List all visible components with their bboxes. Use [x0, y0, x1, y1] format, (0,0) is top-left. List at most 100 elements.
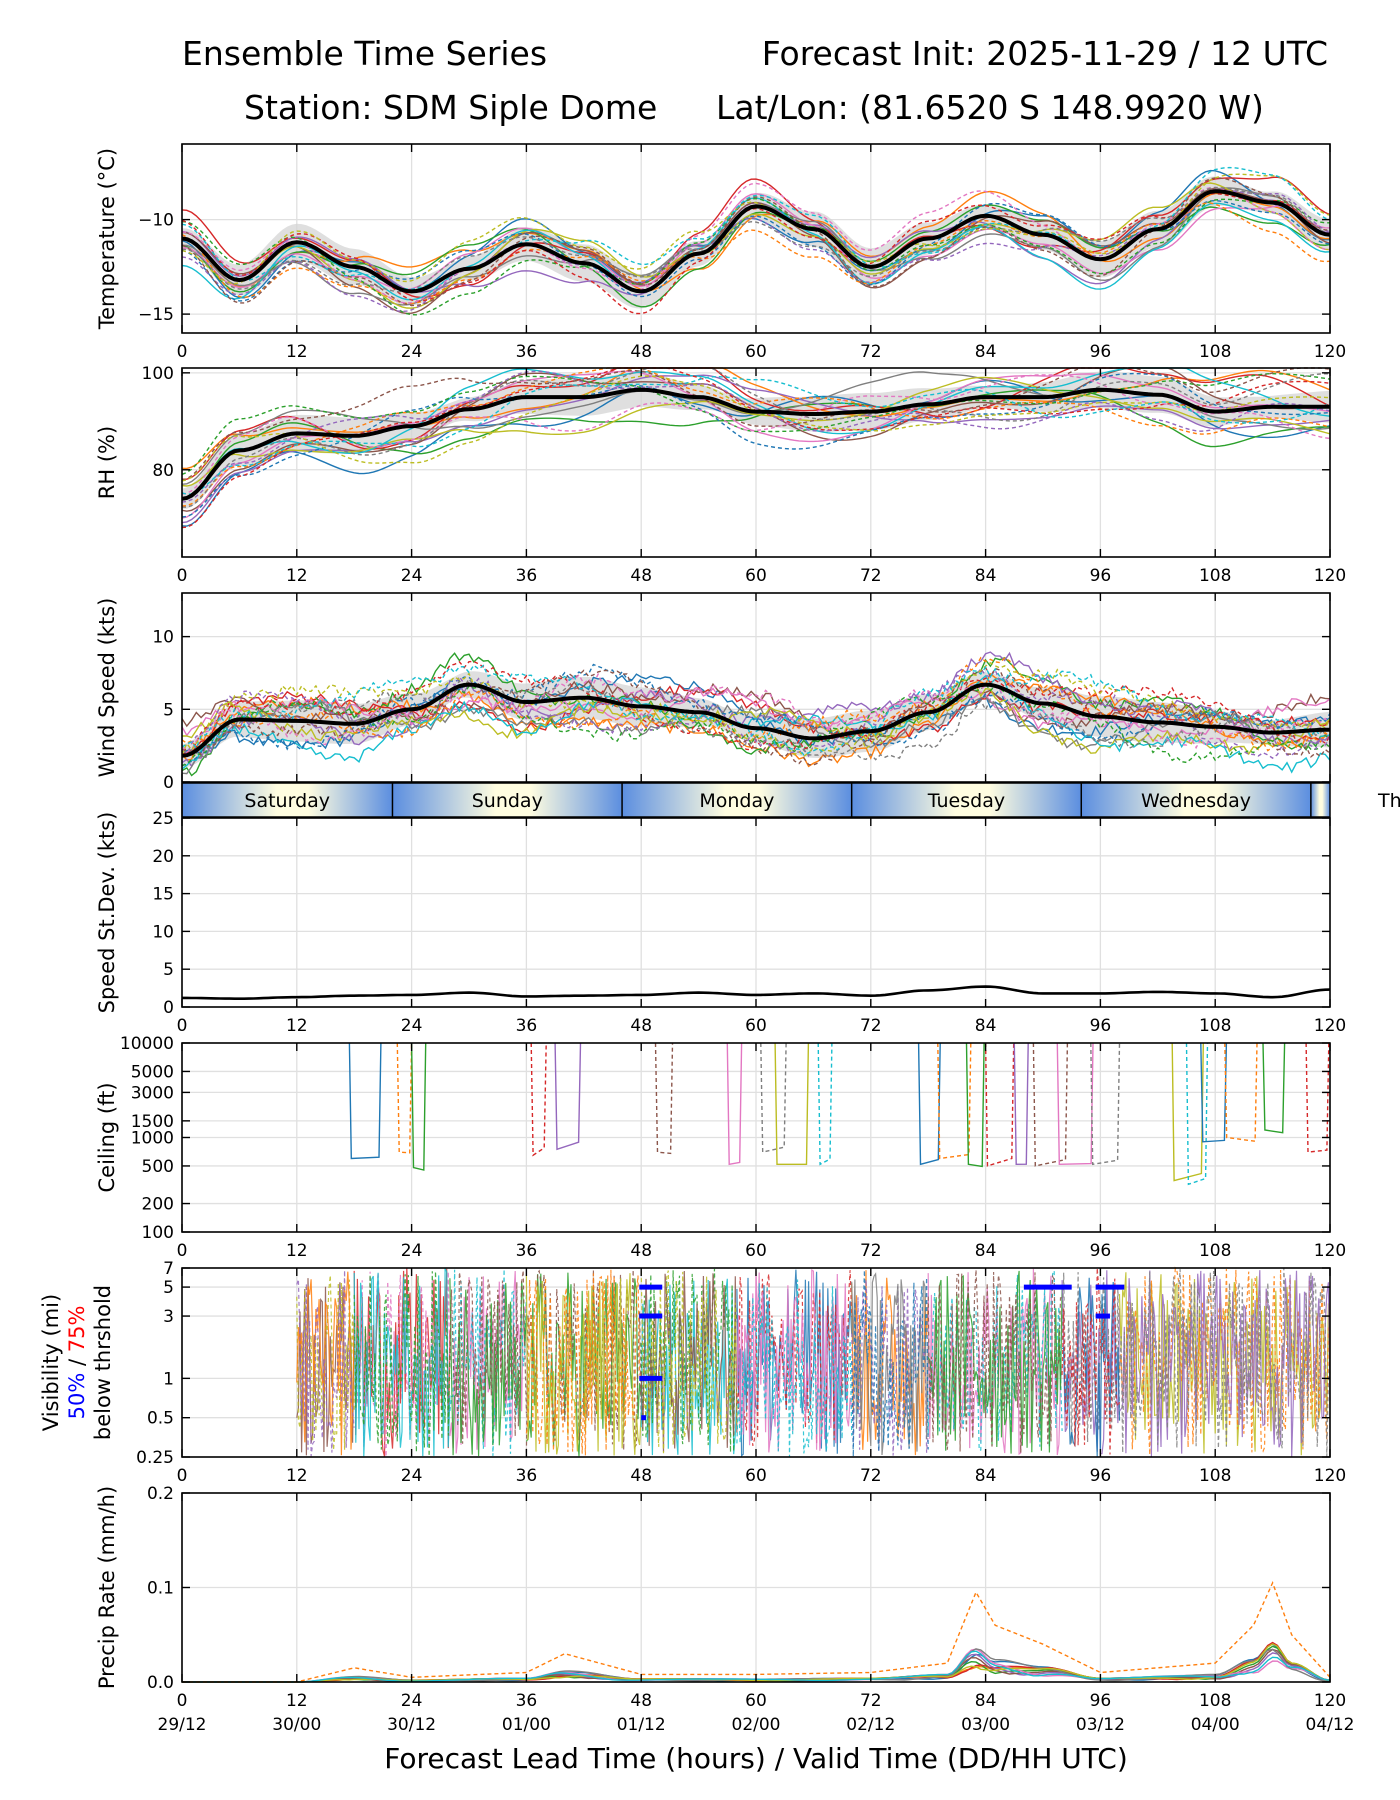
visibility-member-trace [449, 1269, 527, 1456]
ensemble-member-line [181, 182, 1331, 304]
visibility-member-trace [851, 1270, 929, 1456]
y-tick-label: 5 [163, 700, 174, 720]
x-tick-label: 72 [860, 1241, 882, 1261]
x-tick-label: 12 [286, 1466, 308, 1486]
y-tick-label: 5 [163, 1278, 174, 1298]
valid-time-label: 01/00 [502, 1715, 551, 1735]
ceiling-member-trace [1090, 1042, 1121, 1166]
x-tick-label: 48 [630, 1016, 652, 1036]
y-tick-label: 15 [152, 885, 174, 905]
x-tick-label: 84 [975, 566, 997, 586]
ceiling-member-trace [917, 1042, 941, 1166]
x-tick-label: 24 [401, 1241, 423, 1261]
x-tick-label: 96 [1090, 1691, 1112, 1711]
x-tick-label: 36 [516, 566, 538, 586]
station-label: Station: SDM Siple Dome [244, 88, 658, 127]
x-tick-label: 84 [975, 1016, 997, 1036]
ensemble-mean-line [181, 682, 1330, 758]
ensemble-member-line [181, 367, 1331, 507]
valid-time-label: 30/12 [387, 1715, 436, 1735]
ceiling-member-trace [654, 1042, 674, 1155]
y-tick-label: 10000 [120, 1034, 174, 1054]
x-tick-label: 48 [630, 1241, 652, 1261]
ceiling-member-trace [554, 1042, 582, 1151]
ceiling-member-trace [348, 1042, 382, 1160]
ensemble-mean-line [181, 387, 1330, 501]
x-tick-label: 84 [975, 1691, 997, 1711]
y-tick-label: 0.5 [147, 1409, 174, 1429]
y-tick-label: −15 [138, 305, 174, 325]
x-tick-label: 48 [630, 342, 652, 362]
ceiling-member-trace [530, 1042, 547, 1157]
ensemble-member-line [181, 367, 1331, 470]
x-tick-label: 120 [1314, 566, 1346, 586]
chart-title-left: Ensemble Time Series [182, 34, 548, 73]
y-tick-label: 3 [163, 1307, 174, 1327]
valid-time-label: 02/00 [732, 1715, 781, 1735]
x-tick-label: 36 [516, 342, 538, 362]
sdev-panel: 0 5 10 15 20 25 0 12 24 36 48 60 72 84 96 108 120 Speed S… [95, 809, 1346, 1036]
visibility-member-trace [1118, 1266, 1331, 1455]
x-tick-label: 48 [630, 1691, 652, 1711]
ceiling-member-trace [1185, 1042, 1209, 1186]
y-axis-label: RH (%) [95, 426, 119, 499]
day-segment [392, 783, 623, 817]
weekday-bar: Saturday Sunday Monday Tuesday Wednesday Th [181, 782, 1400, 818]
y-tick-label: 20 [152, 847, 174, 867]
x-tick-label: 108 [1199, 1691, 1231, 1711]
ceiling-member-trace [410, 1042, 427, 1171]
ensemble-member-line [181, 190, 1331, 313]
day-label: Tuesday [927, 790, 1005, 812]
x-axis-label: Forecast Lead Time (hours) / Valid Time … [384, 1742, 1128, 1775]
ceiling-member-trace [1013, 1042, 1029, 1166]
y-axis-label-threshold: below thrshold [91, 1285, 115, 1440]
x-tick-label: 72 [860, 1466, 882, 1486]
x-tick-label: 12 [286, 1016, 308, 1036]
x-tick-label: 108 [1199, 566, 1231, 586]
ceiling-member-trace [1262, 1042, 1286, 1134]
ceiling-member-trace [817, 1042, 833, 1166]
ceiling-member-trace [1305, 1042, 1330, 1153]
x-tick-label: 24 [401, 1466, 423, 1486]
rh-panel: 80 100 0 12 24 36 48 60 72 84 96 108 120 RH (%) [95, 364, 1346, 586]
x-tick-label: 108 [1199, 1466, 1231, 1486]
ceiling-member-trace [760, 1042, 787, 1153]
y-axis-label-percent: 50% / 75% [65, 1306, 89, 1420]
y-tick-label: 5 [163, 960, 174, 980]
x-tick-label: 72 [860, 1691, 882, 1711]
ceiling-member-trace [1200, 1042, 1228, 1143]
ceiling-member-trace [1224, 1042, 1258, 1142]
x-tick-label: 84 [975, 1466, 997, 1486]
x-tick-label: 36 [516, 1016, 538, 1036]
x-tick-label: 36 [516, 1691, 538, 1711]
ensemble-mean-line [181, 189, 1331, 294]
day-segment [851, 783, 1082, 817]
x-tick-label: 60 [745, 1016, 767, 1036]
x-tick-label: 60 [745, 1466, 767, 1486]
x-tick-label: 72 [860, 342, 882, 362]
x-tick-label: 96 [1090, 342, 1112, 362]
latlon-label: Lat/Lon: (81.6520 S 148.9920 W) [716, 88, 1264, 127]
y-tick-label: 10 [152, 922, 174, 942]
x-tick-label: 0 [177, 1466, 188, 1486]
ceiling-member-trace [1056, 1042, 1094, 1166]
wspd-panel: 0 5 10 Wind Speed (kts) [95, 592, 1331, 793]
y-tick-label: 0 [163, 998, 174, 1018]
visibility-member-trace [296, 1278, 355, 1456]
temp-panel: −15 −10 0 12 24 36 48 60 72 84 96 108 120 Temperature… [95, 143, 1346, 362]
y-axis-label: Wind Speed (kts) [95, 598, 119, 778]
y-axis-label: Ceiling (ft) [95, 1082, 119, 1192]
valid-time-label: 30/00 [272, 1715, 321, 1735]
y-tick-label: 0.2 [147, 1484, 174, 1504]
x-tick-label: 84 [975, 1241, 997, 1261]
y-tick-label: 0.0 [147, 1673, 174, 1693]
x-tick-label: 108 [1199, 342, 1231, 362]
x-tick-label: 96 [1090, 1016, 1112, 1036]
x-tick-label: 108 [1199, 1241, 1231, 1261]
x-tick-label: 48 [630, 566, 652, 586]
visibility-member-trace [1118, 1272, 1331, 1456]
valid-time-label: 01/12 [617, 1715, 666, 1735]
visibility-member-trace [525, 1269, 642, 1456]
x-tick-label: 12 [286, 1241, 308, 1261]
